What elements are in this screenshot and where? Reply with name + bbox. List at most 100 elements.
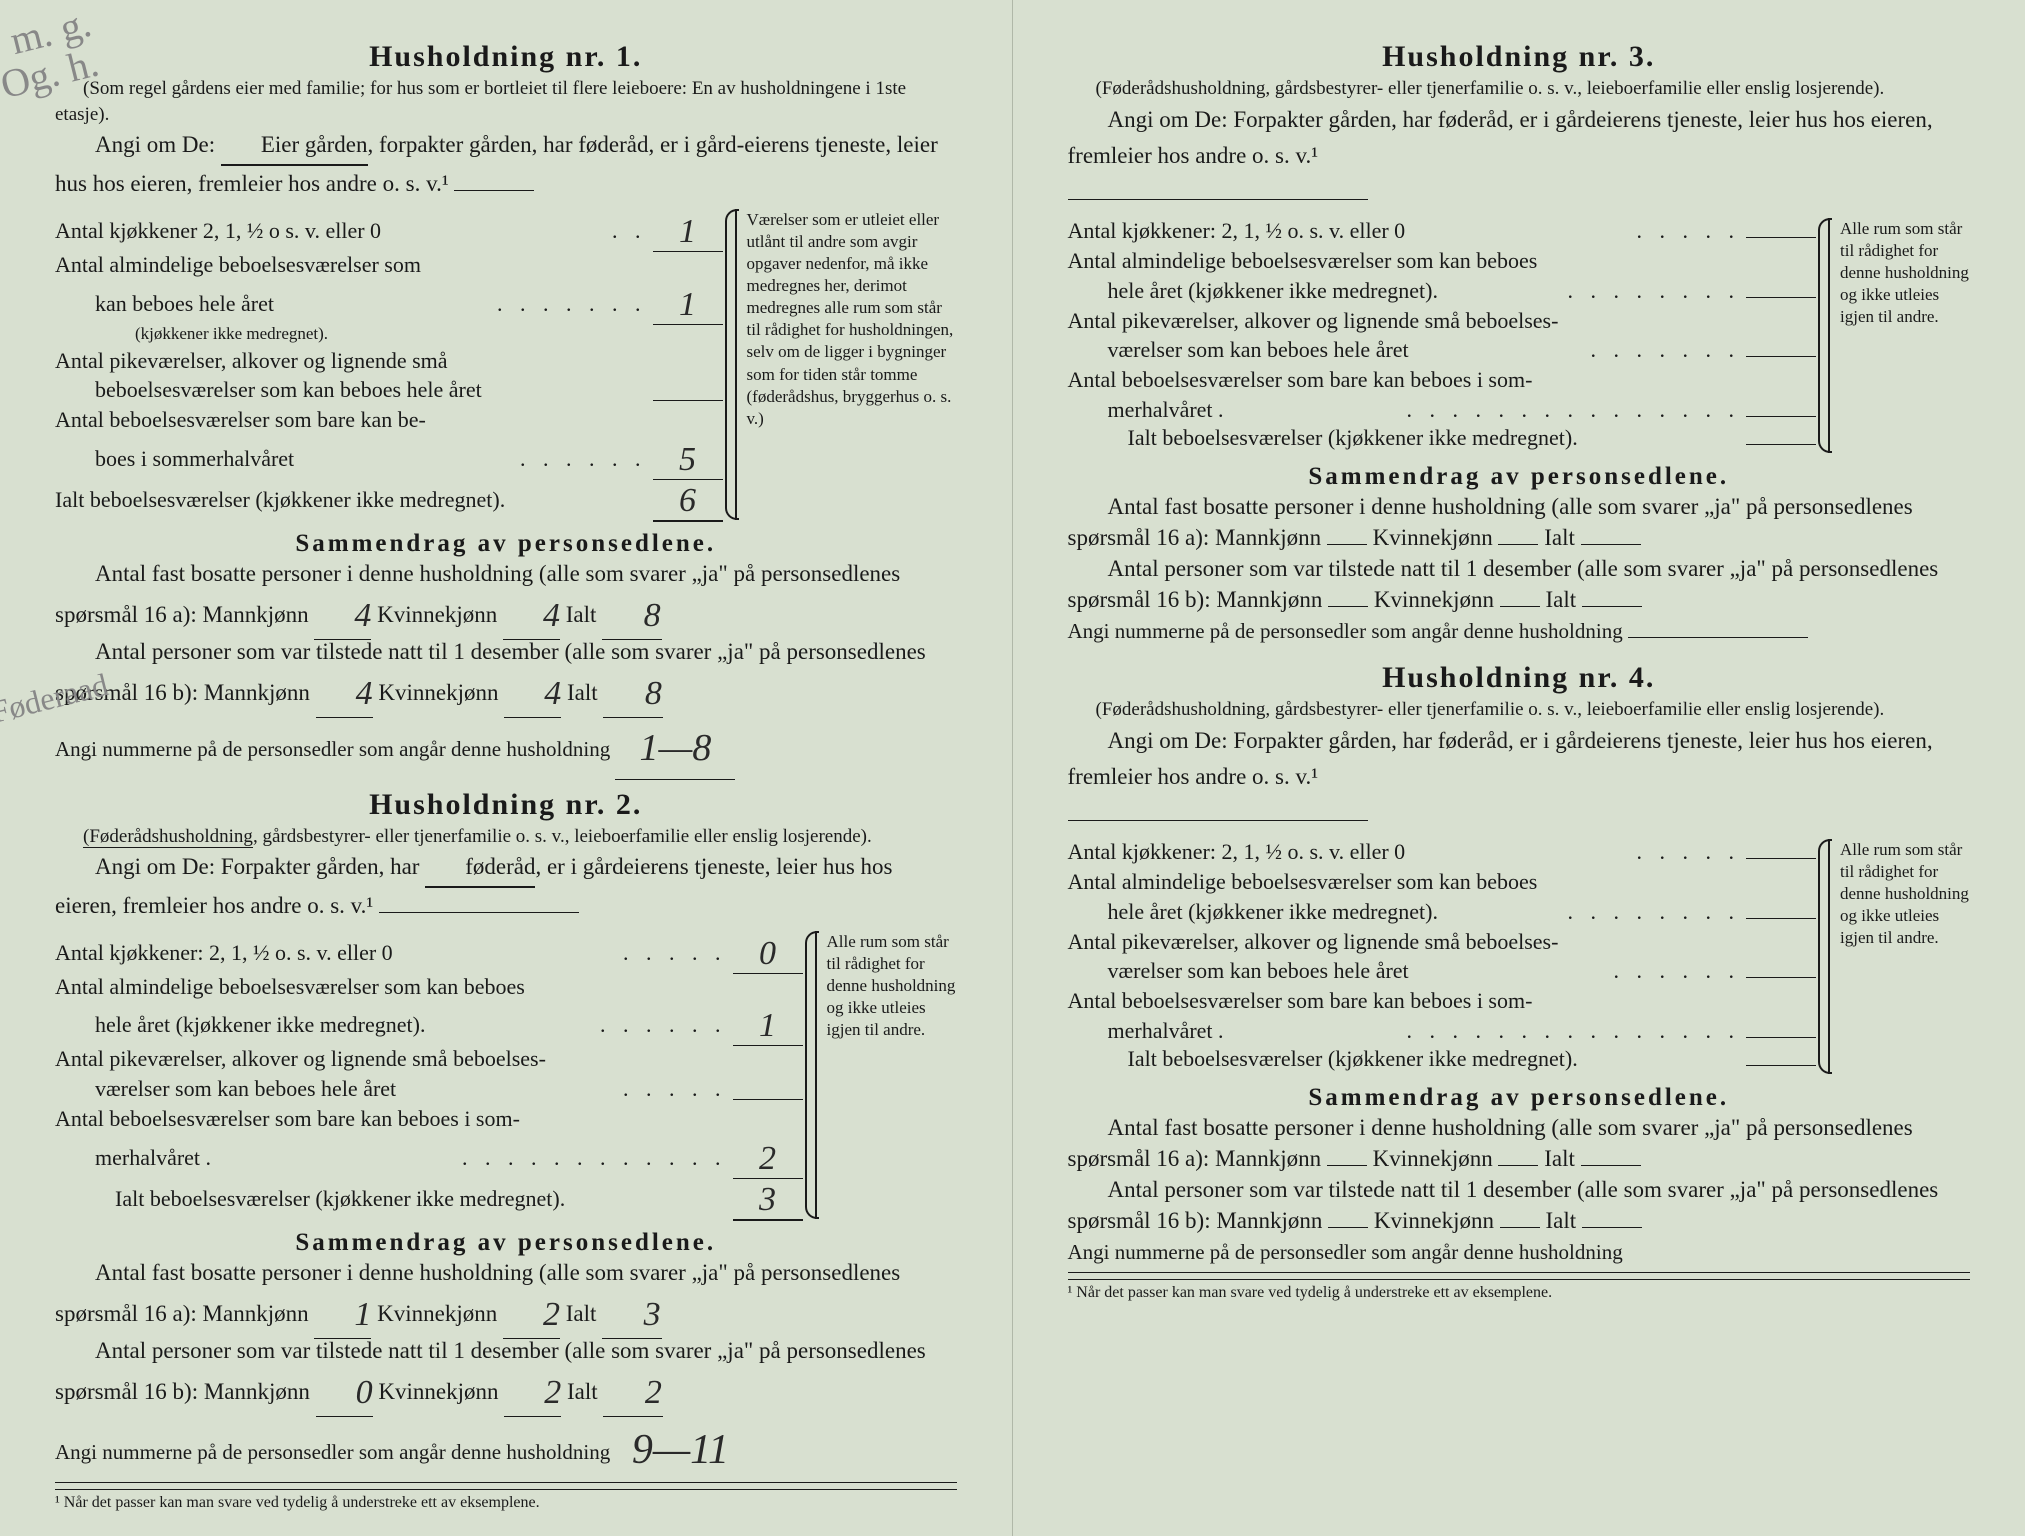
h2-b-m: 0 — [316, 1370, 373, 1417]
h3-b-k — [1500, 606, 1540, 607]
h3-sum-a-ialt: Ialt — [1544, 525, 1575, 550]
h2-angi: Angi om De: Forpakter gården, har føderå… — [55, 849, 957, 925]
h4-b-i — [1582, 1227, 1642, 1228]
h4-q-ialt: Ialt beboelsesværelser (kjøkkener ikke m… — [1068, 1046, 1747, 1072]
h4-q-pike1: Antal pikeværelser, alkover og lignende … — [1068, 927, 1817, 957]
h2-a-i: 3 — [602, 1292, 662, 1339]
h4-sum-title: Sammendrag av personsedlene. — [1068, 1084, 1971, 1112]
h4-title: Husholdning nr. 4. — [1068, 661, 1971, 695]
h4-b-k — [1500, 1227, 1540, 1228]
h2-sum-b: Antal personer som var tilstede natt til… — [55, 1335, 957, 1413]
h3-sum-a-kv: Kvinnekjønn — [1373, 525, 1493, 550]
h3-sum-b-kv: Kvinnekjønn — [1374, 587, 1494, 612]
h3-sum-a: Antal fast bosatte personer i denne hush… — [1068, 491, 1971, 553]
h2-a-m: 1 — [314, 1292, 371, 1339]
h3-numval — [1628, 637, 1808, 638]
h4-a-m — [1327, 1165, 1367, 1166]
h1-q-alm1: Antal almindelige beboelsesværelser som — [55, 250, 723, 280]
h3-q-kjokken: Antal kjøkkener: 2, 1, ½ o. s. v. eller … — [1068, 218, 1631, 244]
h3-a-m — [1327, 544, 1367, 545]
h3-v-alm — [1746, 297, 1816, 298]
h1-sum-a: Antal fast bosatte personer i denne hush… — [55, 558, 957, 636]
h1-v-alm: 1 — [653, 286, 723, 325]
h4-v-kjokken — [1746, 858, 1816, 859]
h2-q-kjokken: Antal kjøkkener: 2, 1, ½ o. s. v. eller … — [55, 940, 617, 966]
h3-subtext: (Føderådshusholdning, gårdsbestyrer- ell… — [1068, 76, 1971, 102]
h4-angi: Angi om De: Forpakter gården, har føderå… — [1068, 723, 1971, 797]
h3-angi-num: Angi nummerne på de personsedler som ang… — [1068, 619, 1623, 643]
h1-angi-num: Angi nummerne på de personsedler som ang… — [55, 737, 610, 761]
h4-sum-b-ialt: Ialt — [1546, 1208, 1577, 1233]
h3-b-i — [1582, 606, 1642, 607]
h2-q-pike2: værelser som kan beboes hele året — [55, 1076, 617, 1102]
h2-numval: 9—11 — [615, 1417, 745, 1484]
h2-v-ialt: 3 — [733, 1181, 803, 1221]
h1-angi-under: Eier gården — [221, 127, 368, 166]
h1-sum-title: Sammendrag av personsedlene. — [55, 530, 957, 558]
h4-angi-num: Angi nummerne på de personsedler som ang… — [1068, 1240, 1623, 1264]
h2-v-sommer: 2 — [733, 1140, 803, 1179]
h4-q-som2: merhalvåret . — [1068, 1018, 1401, 1044]
h4-sum-b-pre: Antal personer som var tilstede natt til… — [1068, 1177, 1939, 1233]
h3-q-pike1: Antal pikeværelser, alkover og lignende … — [1068, 306, 1817, 336]
h4-q-som1: Antal beboelsesværelser som bare kan beb… — [1068, 986, 1817, 1016]
h2-angi-under: føderåd — [425, 849, 535, 888]
h1-sidenote: Værelser som er utleiet eller utlånt til… — [735, 209, 957, 520]
h2-sum-a-kv: Kvinnekjønn — [377, 1301, 497, 1326]
h4-v-pike — [1746, 977, 1816, 978]
h2-q-ialt: Ialt beboelsesværelser (kjøkkener ikke m… — [55, 1186, 733, 1212]
h4-q-alm1: Antal almindelige beboelsesværelser som … — [1068, 867, 1817, 897]
h1-q-som1: Antal beboelsesværelser som bare kan be- — [55, 405, 723, 435]
h1-q-ialt: Ialt beboelsesværelser (kjøkkener ikke m… — [55, 487, 653, 513]
h1-v-kjokken: 1 — [653, 213, 723, 252]
h2-title: Husholdning nr. 2. — [55, 788, 957, 822]
h2-sidenote: Alle rum som står til rådighet for denne… — [815, 931, 957, 1219]
h4-sum-a: Antal fast bosatte personer i denne hush… — [1068, 1112, 1971, 1174]
h1-q-pike1: Antal pikeværelser, alkover og lignende … — [55, 346, 723, 376]
h1-v-sommer: 5 — [653, 441, 723, 480]
h3-sum-b-ialt: Ialt — [1546, 587, 1577, 612]
h1-sum-b-kv: Kvinnekjønn — [378, 680, 498, 705]
h2-sum-b-kv: Kvinnekjønn — [378, 1379, 498, 1404]
h4-v-sommer — [1746, 1037, 1816, 1038]
h3-q-som1: Antal beboelsesværelser som bare kan beb… — [1068, 365, 1817, 395]
h3-a-i — [1581, 544, 1641, 545]
h2-b-k: 2 — [504, 1370, 561, 1417]
h4-sum-a-ialt: Ialt — [1544, 1146, 1575, 1171]
h3-q-som2: merhalvåret . — [1068, 397, 1401, 423]
h4-sum-b-kv: Kvinnekjønn — [1374, 1208, 1494, 1233]
h3-sum-b-pre: Antal personer som var tilstede natt til… — [1068, 556, 1939, 612]
h4-v-alm — [1746, 918, 1816, 919]
h3-sum-title: Sammendrag av personsedlene. — [1068, 463, 1971, 491]
h2-q-alm1: Antal almindelige beboelsesværelser som … — [55, 972, 803, 1002]
h3-title: Husholdning nr. 3. — [1068, 40, 1971, 74]
h2-q-alm2: hele året (kjøkkener ikke medregnet). — [55, 1012, 594, 1038]
h3-angi: Angi om De: Forpakter gården, har føderå… — [1068, 102, 1971, 176]
h1-q-kjokken: Antal kjøkkener 2, 1, ½ o s. v. eller 0 — [55, 218, 606, 244]
h2-sum-title: Sammendrag av personsedlene. — [55, 1229, 957, 1257]
h1-q-som2: boes i sommerhalvåret — [55, 446, 514, 472]
h1-sum-b-ialt: Ialt — [567, 680, 598, 705]
h4-q-pike2: værelser som kan beboes hele året — [1068, 958, 1608, 984]
h3-v-kjokken — [1746, 237, 1816, 238]
footnote-left: ¹ Når det passer kan man svare ved tydel… — [55, 1489, 957, 1512]
h1-sum-a-kv: Kvinnekjønn — [377, 602, 497, 627]
h4-a-i — [1581, 1165, 1641, 1166]
h2-v-alm: 1 — [733, 1007, 803, 1046]
h1-numval: 1—8 — [615, 718, 735, 780]
h1-b-m: 4 — [316, 671, 373, 718]
h1-a-i: 8 — [602, 593, 662, 640]
h3-b-m — [1328, 606, 1368, 607]
h2-sum-a: Antal fast bosatte personer i denne hush… — [55, 1257, 957, 1335]
h3-q-alm2: hele året (kjøkkener ikke medregnet). — [1068, 278, 1562, 304]
h4-sum-a-kv: Kvinnekjønn — [1373, 1146, 1493, 1171]
h1-v-ialt: 6 — [653, 482, 723, 522]
h2-q-som2: merhalvåret . — [55, 1145, 456, 1171]
h1-angi-pre: Angi om De: — [95, 132, 215, 157]
h1-angi: Angi om De: Eier gården, forpakter gårde… — [55, 127, 957, 203]
h1-subtext: (Som regel gårdens eier med familie; for… — [55, 76, 957, 127]
h1-b-i: 8 — [603, 671, 663, 718]
h4-b-m — [1328, 1227, 1368, 1228]
h2-angi-pre: Angi om De: Forpakter gården, har — [95, 854, 419, 879]
h4-subtext: (Føderådshusholdning, gårdsbestyrer- ell… — [1068, 697, 1971, 723]
